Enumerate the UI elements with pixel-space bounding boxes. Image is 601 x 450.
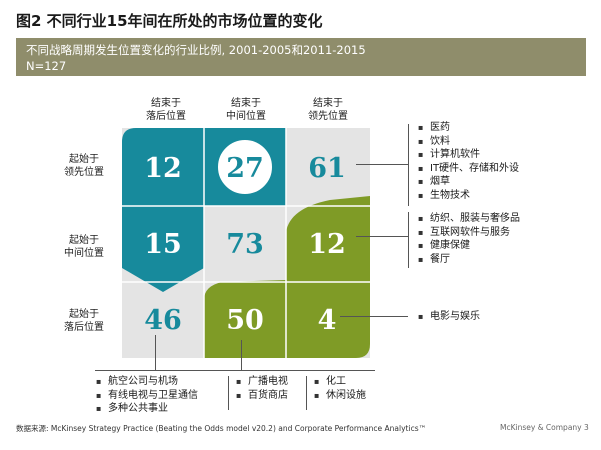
industry-list-lag-to-mid-b: 化工 休闲设施 xyxy=(314,375,366,402)
leader-top xyxy=(356,164,408,165)
list-item: 化工 xyxy=(314,375,366,389)
cell-lead-to-mid: 27 xyxy=(226,152,264,184)
cell-lag-to-mid: 50 xyxy=(226,304,264,336)
list-item: 饮料 xyxy=(418,135,519,149)
subtitle-banner: 不同战略周期发生位置变化的行业比例, 2001-2005和2011-2015 N… xyxy=(16,38,586,76)
list-item: 广播电视 xyxy=(236,375,288,389)
list-item: IT硬件、存储和外设 xyxy=(418,162,519,176)
list-item: 烟草 xyxy=(418,175,519,189)
list-item: 计算机软件 xyxy=(418,148,519,162)
footer-brand: McKinsey & Company 3 xyxy=(500,423,589,432)
cell-mid-to-mid: 73 xyxy=(226,228,264,260)
cell-lead-to-lag: 12 xyxy=(144,152,182,184)
row-header-start-middle: 起始于 中间位置 xyxy=(64,235,104,259)
list-item: 健康保健 xyxy=(418,239,520,253)
industry-list-mid-to-lead: 纺织、服装与奢侈品 互联网软件与服务 健康保健 餐厅 xyxy=(418,212,520,266)
list-item: 餐厅 xyxy=(418,253,520,267)
highlight-circle xyxy=(216,138,274,196)
column-header-end-lagging: 结束于 落后位置 xyxy=(146,98,186,122)
industry-list-lag-to-mid-a: 广播电视 百货商店 xyxy=(236,375,288,402)
column-header-end-middle: 结束于 中间位置 xyxy=(226,98,266,122)
page-title: 图2 不同行业15年间在所处的市场位置的变化 xyxy=(16,12,323,30)
divider-1 xyxy=(228,376,229,410)
source-note: 数据来源: McKinsey Strategy Practice (Beatin… xyxy=(16,424,427,433)
list-item: 电影与娱乐 xyxy=(418,310,480,324)
bracket-bottom xyxy=(95,370,375,371)
list-item: 有线电视与卫星通信 xyxy=(96,389,198,403)
bracket-top xyxy=(408,124,409,206)
list-item: 医药 xyxy=(418,121,519,135)
list-item: 航空公司与机场 xyxy=(96,375,198,389)
column-header-end-leading: 结束于 领先位置 xyxy=(308,98,348,122)
row-header-start-leading: 起始于 领先位置 xyxy=(64,154,104,178)
industry-list-lag-to-lead: 电影与娱乐 xyxy=(418,310,480,324)
leader-middle xyxy=(356,236,408,237)
cell-lag-to-lag: 46 xyxy=(144,304,182,336)
industry-list-lead-to-lag: 航空公司与机场 有线电视与卫星通信 多种公共事业 xyxy=(96,375,198,416)
cell-mid-to-lag: 15 xyxy=(144,228,182,260)
list-item: 多种公共事业 xyxy=(96,402,198,416)
green-region xyxy=(204,196,370,358)
list-item: 休闲设施 xyxy=(314,389,366,403)
divider-2 xyxy=(306,376,307,410)
list-item: 互联网软件与服务 xyxy=(418,226,520,240)
cell-lead-to-lead: 61 xyxy=(308,152,346,184)
industry-list-lead-to-lead: 医药 饮料 计算机软件 IT硬件、存储和外设 烟草 生物技术 xyxy=(418,121,519,202)
list-item: 纺织、服装与奢侈品 xyxy=(418,212,520,226)
bracket-middle xyxy=(408,212,409,268)
list-item: 百货商店 xyxy=(236,389,288,403)
leader-bottom xyxy=(340,316,408,317)
banner-line-1: 不同战略周期发生位置变化的行业比例, 2001-2005和2011-2015 xyxy=(26,43,366,57)
banner-line-2: N=127 xyxy=(26,59,67,73)
leader-bottom-middle xyxy=(241,340,242,370)
list-item: 生物技术 xyxy=(418,189,519,203)
cell-lag-to-lead: 4 xyxy=(317,304,337,336)
cell-mid-to-lead: 12 xyxy=(308,228,346,260)
leader-bottom-left xyxy=(155,335,156,370)
row-header-start-lagging: 起始于 落后位置 xyxy=(64,309,104,333)
